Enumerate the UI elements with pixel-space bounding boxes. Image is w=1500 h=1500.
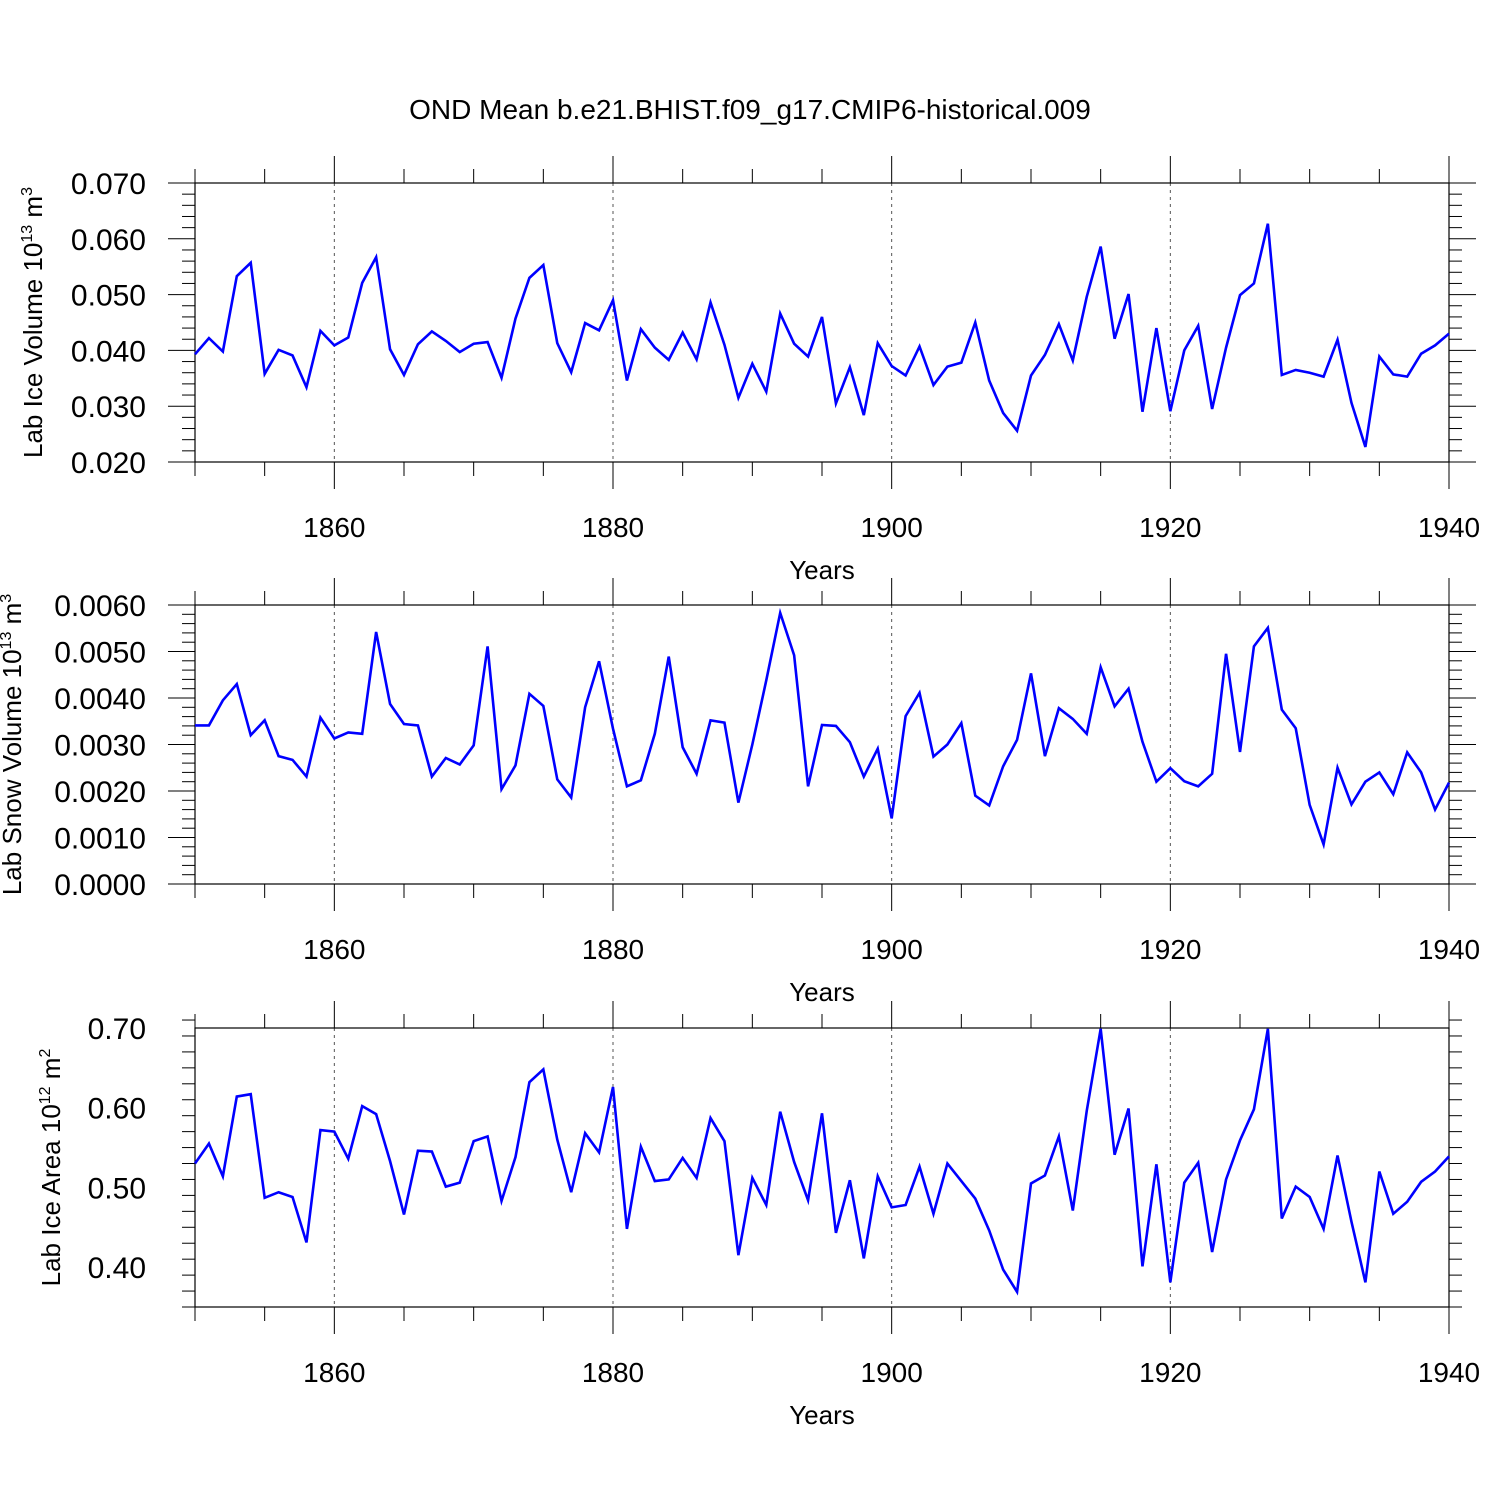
plot-frame bbox=[194, 604, 1450, 885]
series-line bbox=[193, 1028, 1450, 1296]
y-tick-label: 0.0060 bbox=[54, 590, 146, 623]
x-tick-label: 1900 bbox=[861, 512, 923, 543]
x-tick-label: 1880 bbox=[582, 1357, 644, 1388]
x-tick-label: 1860 bbox=[303, 512, 365, 543]
x-axis-title: Years bbox=[789, 977, 855, 1007]
x-tick-label: 1940 bbox=[1418, 512, 1480, 543]
x-tick-label: 1900 bbox=[861, 1357, 923, 1388]
x-tick-label: 1900 bbox=[861, 934, 923, 965]
x-tick-label: 1920 bbox=[1139, 934, 1201, 965]
y-tick-label: 0.070 bbox=[71, 168, 146, 201]
y-axis-title: Lab Snow Volume 1013 m3 bbox=[0, 594, 27, 895]
x-tick-label: 1880 bbox=[582, 934, 644, 965]
x-tick-label: 1920 bbox=[1139, 512, 1201, 543]
y-axis-title: Lab Ice Volume 1013 m3 bbox=[18, 187, 48, 458]
y-tick-label: 0.020 bbox=[71, 447, 146, 480]
x-tick-label: 1920 bbox=[1139, 1357, 1201, 1388]
y-axis-title: Lab Ice Area 1012 m2 bbox=[36, 1049, 66, 1287]
panel-lab-ice-volume: 1860 1880 1900 1920 1940 Years 0.020 0.030 0.040… bbox=[18, 156, 1480, 585]
series-line bbox=[195, 607, 1451, 850]
y-tick-label: 0.0000 bbox=[54, 869, 146, 902]
y-tick-label: 0.050 bbox=[71, 280, 146, 313]
x-tick-label: 1940 bbox=[1418, 1357, 1480, 1388]
y-tick-label: 0.60 bbox=[88, 1093, 146, 1126]
series-line bbox=[194, 223, 1450, 448]
y-tick-label: 0.0030 bbox=[54, 730, 146, 763]
y-tick-label: 0.0040 bbox=[54, 683, 146, 716]
x-tick-label: 1860 bbox=[303, 1357, 365, 1388]
x-axis-title: Years bbox=[789, 1400, 855, 1430]
y-tick-label: 0.50 bbox=[88, 1172, 146, 1205]
x-tick-label: 1880 bbox=[582, 512, 644, 543]
x-tick-label: 1860 bbox=[303, 934, 365, 965]
y-tick-label: 0.0020 bbox=[54, 776, 146, 809]
y-tick-label: 0.060 bbox=[71, 224, 146, 257]
y-tick-label: 0.70 bbox=[88, 1013, 146, 1046]
y-tick-label: 0.040 bbox=[71, 335, 146, 368]
y-tick-label: 0.030 bbox=[71, 391, 146, 424]
x-tick-label: 1940 bbox=[1418, 934, 1480, 965]
y-tick-label: 0.40 bbox=[88, 1252, 146, 1285]
x-axis-title: Years bbox=[789, 555, 855, 585]
y-tick-label: 0.0050 bbox=[54, 637, 146, 670]
chart-title: OND Mean b.e21.BHIST.f09_g17.CMIP6-histo… bbox=[409, 94, 1091, 125]
panel-lab-ice-area: 1860 1880 1900 1920 1940 Years 0.40 0.50 0.60 0.7… bbox=[36, 1001, 1480, 1430]
panel-lab-snow-volume: 1860 1880 1900 1920 1940 Years 0.0000 0.0010 0.0… bbox=[0, 578, 1480, 1007]
y-tick-label: 0.0010 bbox=[54, 823, 146, 856]
